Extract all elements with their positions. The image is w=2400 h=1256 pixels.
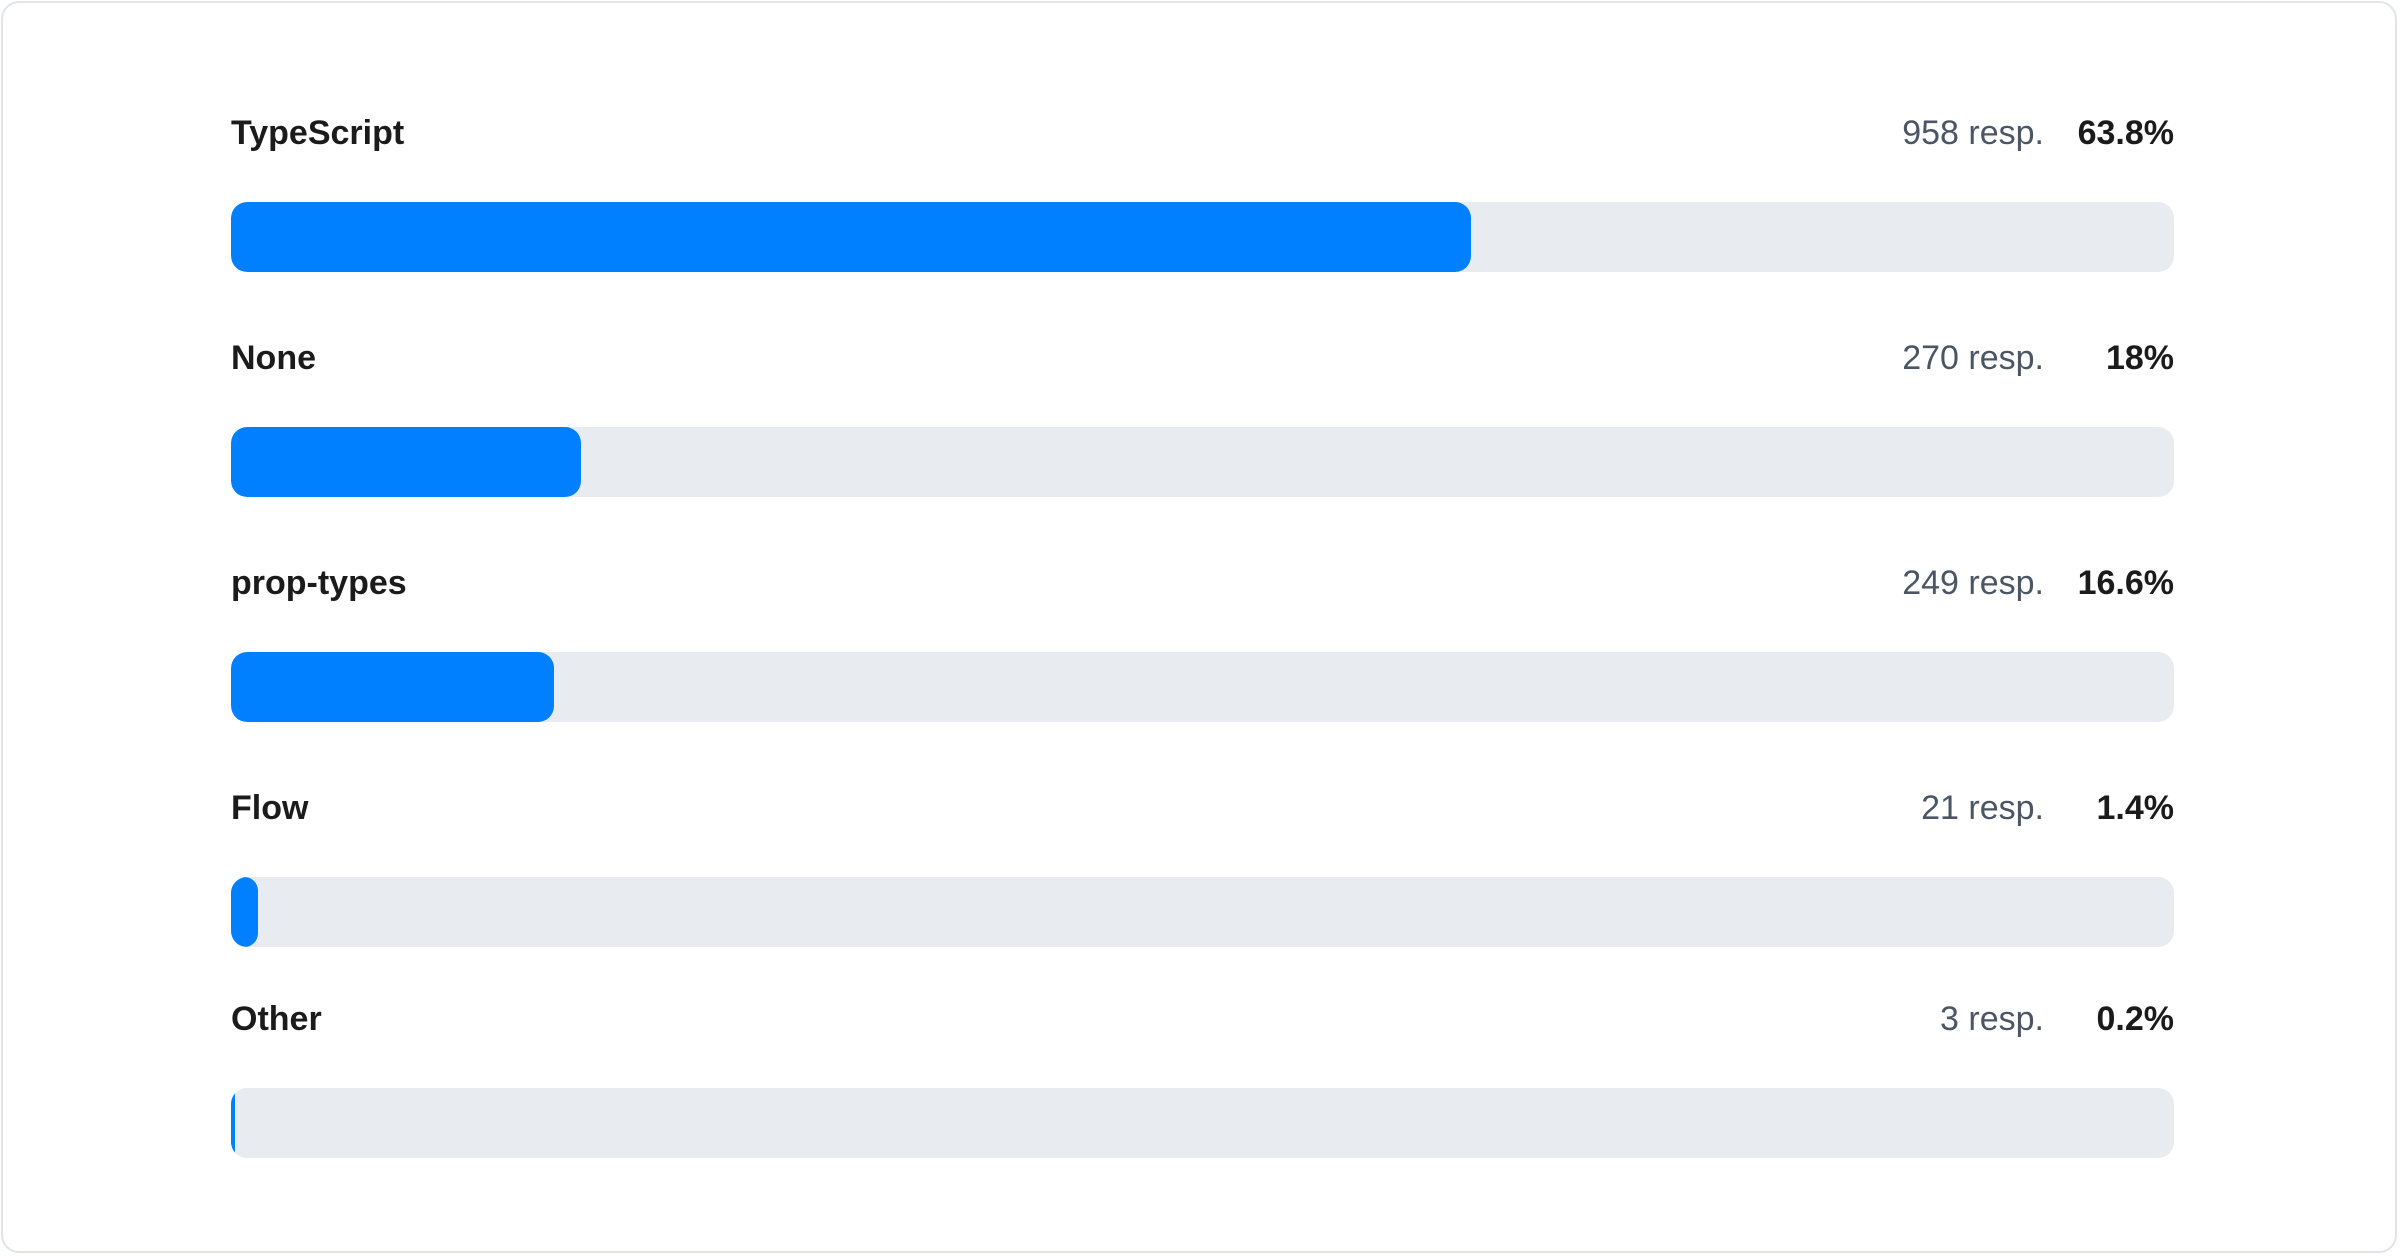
bar-row-typescript: TypeScript 958 resp. 63.8% [231,107,2174,272]
response-count: 3 resp. [1940,1000,2044,1038]
bar-row-none: None 270 resp. 18% [231,332,2174,497]
bar-fill [231,877,259,947]
bar-label: None [231,339,316,377]
bar-track [231,877,2174,947]
percent-label: 18% [2105,339,2174,377]
bar-track [231,427,2174,497]
bar-fill [231,1088,235,1158]
bar-track [231,1088,2174,1158]
bar-fill [231,202,1471,272]
percent-label: 0.2% [2096,1000,2175,1038]
bar-row-other: Other 3 resp. 0.2% [231,993,2175,1158]
bar-row-prop-types: prop-types 249 resp. 16.6% [231,557,2174,722]
bar-track [231,652,2174,722]
bar-track [231,202,2174,272]
response-count: 21 resp. [1921,789,2044,827]
bar-label: TypeScript [231,114,405,152]
percent-label: 1.4% [2096,789,2175,827]
response-count: 958 resp. [1902,114,2044,152]
response-count: 249 resp. [1902,564,2044,602]
bar-fill [231,652,554,722]
bar-row-flow: Flow 21 resp. 1.4% [231,782,2175,947]
percent-label: 16.6% [2077,564,2174,602]
bar-label: Flow [231,789,309,827]
bar-label: Other [231,1000,322,1038]
bar-fill [231,427,581,497]
bar-label: prop-types [231,564,407,602]
response-count: 270 resp. [1902,339,2044,377]
percent-label: 63.8% [2077,114,2174,152]
